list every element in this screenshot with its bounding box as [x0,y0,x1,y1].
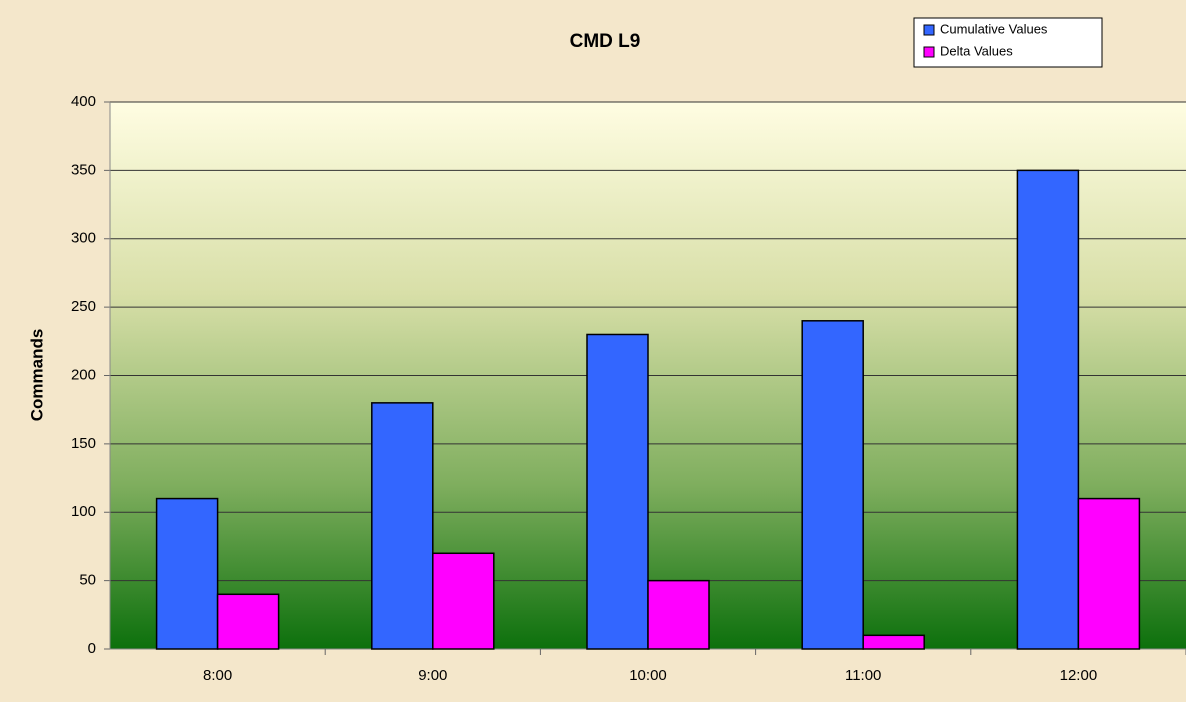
x-tick-label: 9:00 [418,667,447,684]
bar [647,579,710,650]
y-tick-label: 0 [88,640,96,657]
legend-label: Delta Values [940,43,1013,58]
y-tick-label: 50 [79,572,96,589]
y-axis-label: Commands [27,329,46,422]
bar [801,320,864,650]
x-tick-label: 8:00 [203,667,232,684]
bar [216,593,280,650]
y-tick-label: 100 [71,503,96,520]
legend [913,17,1103,68]
bar [862,634,925,650]
bar [371,402,434,650]
x-tick-label: 11:00 [845,667,881,684]
y-tick-label: 300 [71,230,96,247]
x-tick-label: 12:00 [1060,667,1098,684]
y-tick-label: 250 [71,298,96,315]
x-tick-label: 10:00 [629,667,667,684]
legend-swatch [923,24,935,36]
bar [155,497,219,650]
bar [1016,169,1080,650]
chart-title: CMD L9 [570,31,641,52]
y-tick-label: 150 [71,435,96,452]
y-tick-label: 200 [71,366,96,383]
bar [586,333,649,650]
bar [432,552,495,650]
legend-label: Cumulative Values [940,21,1048,36]
bar [1077,497,1141,650]
y-tick-label: 350 [71,161,96,178]
legend-swatch [923,46,935,58]
y-tick-label: 400 [71,93,96,110]
